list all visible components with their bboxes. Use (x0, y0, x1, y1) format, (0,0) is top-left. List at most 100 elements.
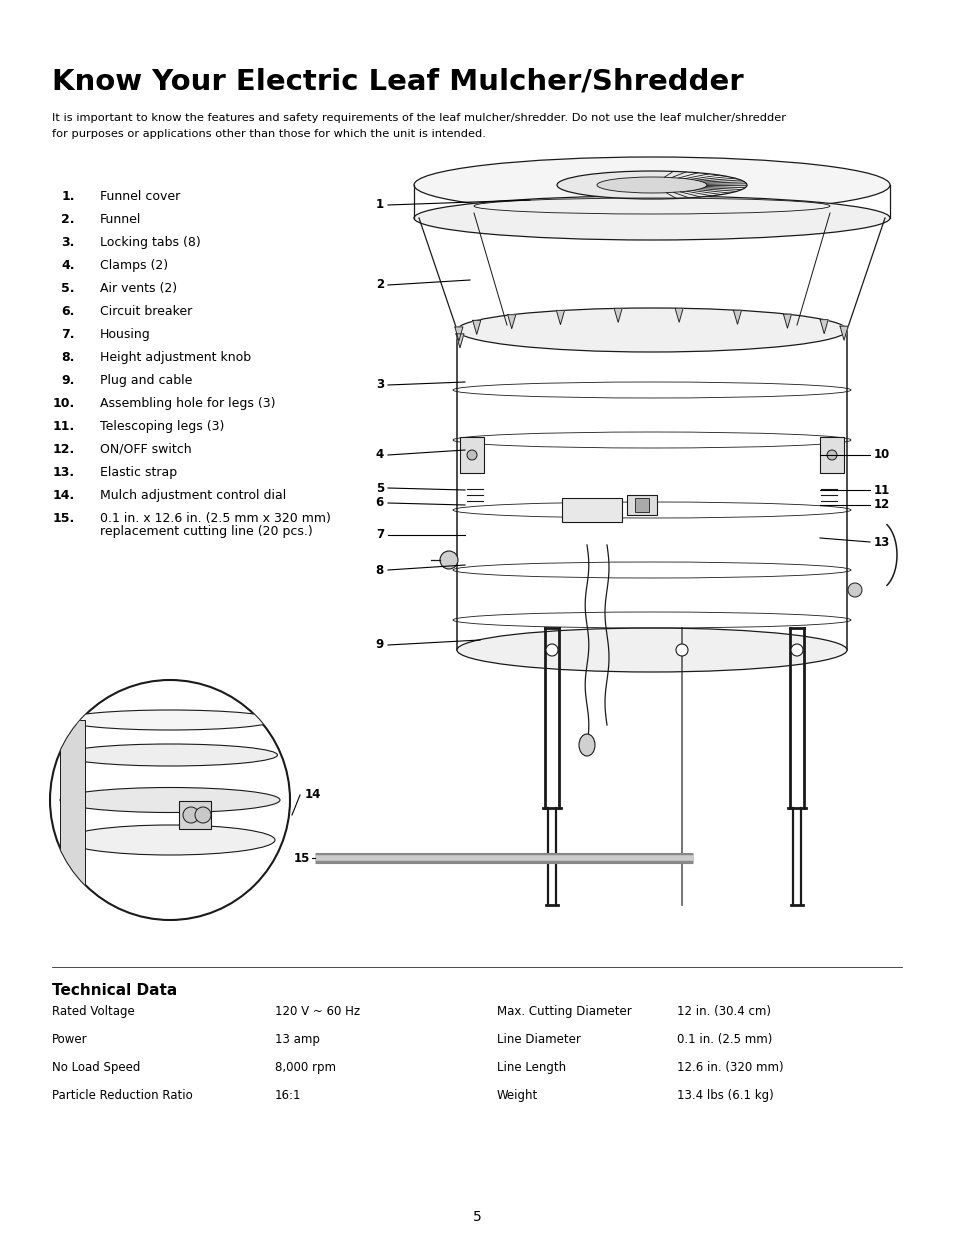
Text: 120 V ~ 60 Hz: 120 V ~ 60 Hz (274, 1005, 359, 1018)
Polygon shape (456, 333, 463, 348)
Text: Clamps (2): Clamps (2) (100, 259, 168, 272)
Ellipse shape (414, 157, 889, 212)
Text: Assembling hole for legs (3): Assembling hole for legs (3) (100, 396, 275, 410)
Ellipse shape (60, 788, 280, 813)
Ellipse shape (63, 743, 277, 766)
Text: Housing: Housing (100, 329, 151, 341)
Polygon shape (614, 309, 621, 322)
Text: 2.: 2. (61, 212, 75, 226)
Text: 1: 1 (375, 199, 384, 211)
Text: Circuit breaker: Circuit breaker (100, 305, 193, 317)
Text: 8: 8 (375, 563, 384, 577)
Text: 13.: 13. (52, 466, 75, 479)
Text: 13.4 lbs (6.1 kg): 13.4 lbs (6.1 kg) (677, 1089, 773, 1102)
Text: 3: 3 (375, 378, 384, 391)
Circle shape (467, 450, 476, 459)
Text: Funnel: Funnel (100, 212, 141, 226)
Text: Locking tabs (8): Locking tabs (8) (100, 236, 200, 249)
Text: Mulch adjustment control dial: Mulch adjustment control dial (100, 489, 286, 501)
Ellipse shape (578, 734, 595, 756)
Text: 8,000 rpm: 8,000 rpm (274, 1061, 335, 1074)
Text: 5: 5 (472, 1210, 481, 1224)
Text: Line Diameter: Line Diameter (497, 1032, 580, 1046)
Circle shape (847, 583, 862, 597)
Text: 5: 5 (375, 482, 384, 494)
Bar (179, 802, 211, 829)
Text: 8.: 8. (62, 351, 75, 364)
Text: 11.: 11. (52, 420, 75, 433)
Text: 12 in. (30.4 cm): 12 in. (30.4 cm) (677, 1005, 770, 1018)
Polygon shape (675, 309, 682, 322)
Text: 1.: 1. (61, 190, 75, 203)
Circle shape (676, 643, 687, 656)
Ellipse shape (557, 170, 746, 199)
Text: 6.: 6. (62, 305, 75, 317)
Polygon shape (782, 314, 791, 329)
Bar (60, 720, 85, 890)
Text: 15: 15 (294, 851, 310, 864)
Text: 6: 6 (375, 496, 384, 510)
Circle shape (826, 450, 836, 459)
Ellipse shape (65, 825, 274, 855)
Text: Plug and cable: Plug and cable (100, 374, 193, 387)
Circle shape (183, 806, 199, 823)
Text: 9: 9 (375, 638, 384, 652)
Bar (820, 437, 843, 473)
Text: Know Your Electric Leaf Mulcher/Shredder: Know Your Electric Leaf Mulcher/Shredder (52, 68, 742, 96)
Circle shape (439, 551, 457, 569)
Text: 12.: 12. (52, 443, 75, 456)
Ellipse shape (414, 196, 889, 240)
Text: 15.: 15. (52, 513, 75, 525)
Text: 14.: 14. (52, 489, 75, 501)
Circle shape (545, 643, 558, 656)
Text: Telescoping legs (3): Telescoping legs (3) (100, 420, 224, 433)
Circle shape (50, 680, 290, 920)
Text: No Load Speed: No Load Speed (52, 1061, 140, 1074)
Text: Elastic strap: Elastic strap (100, 466, 177, 479)
Text: 4.: 4. (61, 259, 75, 272)
Text: Rated Voltage: Rated Voltage (52, 1005, 134, 1018)
Text: Particle Reduction Ratio: Particle Reduction Ratio (52, 1089, 193, 1102)
Bar (561, 498, 621, 522)
Polygon shape (733, 310, 740, 325)
Circle shape (790, 643, 802, 656)
Text: 9.: 9. (62, 374, 75, 387)
Circle shape (194, 806, 211, 823)
Polygon shape (840, 326, 847, 340)
Text: 3.: 3. (62, 236, 75, 249)
Text: Weight: Weight (497, 1089, 537, 1102)
Text: 7: 7 (375, 529, 384, 541)
Text: 13: 13 (873, 536, 889, 548)
Ellipse shape (597, 177, 706, 193)
Text: Technical Data: Technical Data (52, 983, 177, 998)
Text: 4: 4 (375, 448, 384, 462)
Text: 7.: 7. (61, 329, 75, 341)
Text: Air vents (2): Air vents (2) (100, 282, 177, 295)
Text: 2: 2 (375, 279, 384, 291)
Text: 13 amp: 13 amp (274, 1032, 319, 1046)
Text: 12.6 in. (320 mm): 12.6 in. (320 mm) (677, 1061, 782, 1074)
Polygon shape (507, 315, 516, 329)
Polygon shape (455, 327, 462, 341)
Text: It is important to know the features and safety requirements of the leaf mulcher: It is important to know the features and… (52, 112, 785, 124)
Bar (459, 437, 483, 473)
Text: Max. Cutting Diameter: Max. Cutting Diameter (497, 1005, 631, 1018)
Text: replacement cutting line (20 pcs.): replacement cutting line (20 pcs.) (100, 525, 313, 538)
Text: 11: 11 (873, 483, 889, 496)
Text: 16:1: 16:1 (274, 1089, 301, 1102)
Text: Line Length: Line Length (497, 1061, 565, 1074)
Text: 14: 14 (305, 788, 321, 802)
Ellipse shape (65, 710, 274, 730)
Text: Power: Power (52, 1032, 88, 1046)
Text: 0.1 in. (2.5 mm): 0.1 in. (2.5 mm) (677, 1032, 772, 1046)
Text: Height adjustment knob: Height adjustment knob (100, 351, 251, 364)
Text: 10: 10 (873, 448, 889, 462)
Bar (626, 495, 657, 515)
Text: for purposes or applications other than those for which the unit is intended.: for purposes or applications other than … (52, 128, 485, 140)
Text: ON/OFF switch: ON/OFF switch (100, 443, 192, 456)
Polygon shape (473, 320, 480, 335)
Polygon shape (820, 320, 827, 333)
Text: 12: 12 (873, 499, 889, 511)
Ellipse shape (456, 629, 846, 672)
Text: 5.: 5. (61, 282, 75, 295)
